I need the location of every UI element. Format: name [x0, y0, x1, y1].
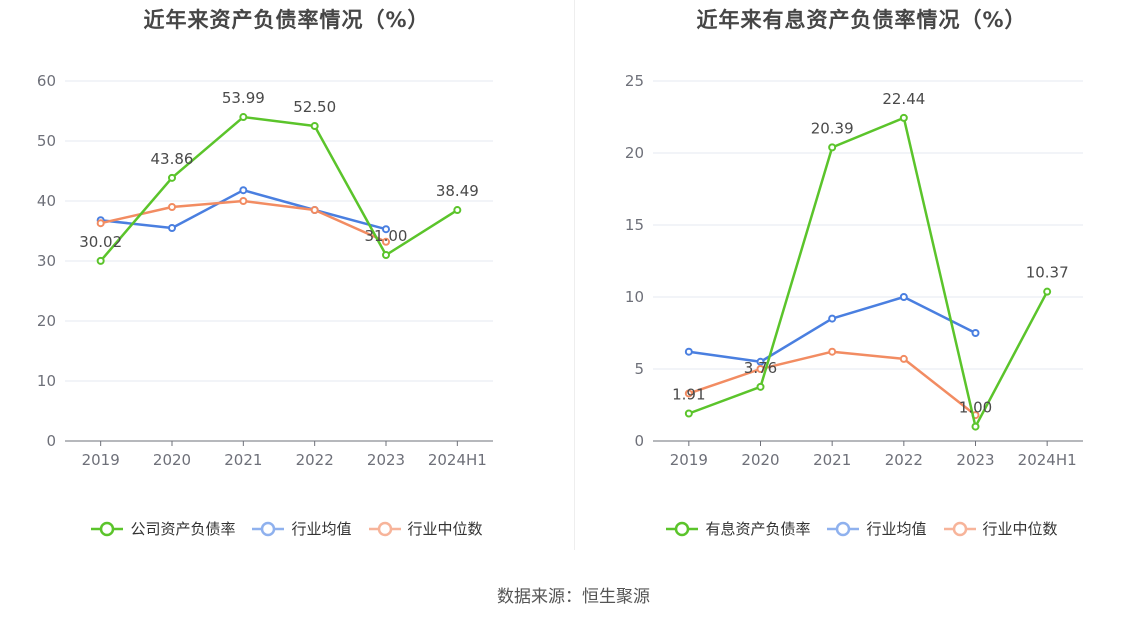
- legend-label: 行业均值: [866, 520, 927, 538]
- legend-item-1[interactable]: 行业均值: [826, 518, 927, 539]
- data-label: 38.49: [436, 182, 479, 200]
- chart-panel-asset-liability: 近年来资产负债率情况（%） 0 10 20 30 40 50 60 2019 2020 2021 2…: [0, 0, 573, 560]
- y-tick-label: 20: [37, 312, 56, 330]
- data-point[interactable]: [828, 314, 837, 323]
- data-label: 52.50: [293, 98, 336, 116]
- data-point[interactable]: [168, 203, 176, 211]
- data-point[interactable]: [756, 382, 765, 391]
- legend-line-circle-icon: [91, 521, 124, 536]
- x-tick-label: 2021: [813, 451, 851, 469]
- panel-divider: [574, 0, 575, 550]
- data-point[interactable]: [239, 197, 248, 205]
- y-tick-label: 20: [625, 144, 644, 162]
- legend-item-2[interactable]: 行业中位数: [943, 518, 1058, 539]
- x-tick-label: 2022: [885, 451, 923, 469]
- data-label: 31.00: [365, 227, 408, 245]
- legend-item-1[interactable]: 行业均值: [251, 518, 352, 539]
- data-point[interactable]: [899, 113, 908, 122]
- data-label: 22.44: [882, 90, 925, 108]
- y-tick-label: 0: [634, 432, 644, 450]
- legend-line-circle-icon: [827, 521, 860, 536]
- y-tick-label: 0: [46, 432, 56, 450]
- legend-label: 行业中位数: [982, 520, 1058, 538]
- legend-item-0[interactable]: 公司资产负债率: [90, 518, 235, 539]
- data-point[interactable]: [382, 251, 390, 259]
- data-point[interactable]: [684, 347, 693, 356]
- data-label: 53.99: [222, 89, 265, 107]
- chart-panel-interest-bearing: 近年来有息资产负债率情况（%） 0 5 10 15 20 25 2019 2020 2021 20…: [575, 0, 1147, 560]
- x-tick-label: 2024H1: [1018, 451, 1077, 469]
- chart-title: 近年来资产负债率情况（%）: [143, 8, 430, 32]
- data-point[interactable]: [899, 293, 908, 301]
- x-tick-label: 2020: [741, 451, 779, 469]
- y-tick-label: 5: [634, 360, 644, 378]
- legend-item-0[interactable]: 有息资产负债率: [665, 518, 810, 539]
- data-point[interactable]: [382, 225, 390, 234]
- chart-title: 近年来有息资产负债率情况（%）: [696, 8, 1027, 32]
- legend-line-circle-icon: [943, 521, 976, 536]
- y-tick-label: 30: [37, 252, 56, 270]
- data-label: 30.02: [79, 233, 122, 251]
- data-point[interactable]: [756, 357, 765, 366]
- data-point[interactable]: [828, 143, 837, 152]
- data-point[interactable]: [453, 206, 462, 215]
- data-label: 10.37: [1026, 264, 1069, 282]
- y-tick-label: 40: [37, 192, 56, 210]
- x-tick-label: 2022: [296, 451, 334, 469]
- legend-label: 公司资产负债率: [130, 520, 236, 538]
- data-point[interactable]: [899, 354, 908, 363]
- data-point[interactable]: [96, 256, 105, 265]
- series-line-2: [100, 199, 387, 243]
- data-label: 43.86: [151, 150, 194, 168]
- chart-plot-interest-bearing: 0 5 10 15 20 25 2019 2020 2021 2022 2023 2024H1 1.91…: [625, 72, 1083, 469]
- chart-legend: 有息资产负债率 行业均值 行业中位数: [575, 518, 1147, 539]
- series-line-0: [99, 115, 458, 262]
- data-point[interactable]: [310, 122, 319, 130]
- series-line-2: [688, 350, 977, 417]
- data-point[interactable]: [971, 422, 980, 431]
- legend-label: 行业中位数: [407, 520, 483, 538]
- legend-line-circle-icon: [368, 521, 401, 536]
- chart-legend: 公司资产负债率 行业均值 行业中位数: [0, 518, 573, 539]
- data-point[interactable]: [382, 237, 390, 246]
- legend-label: 行业均值: [291, 520, 352, 538]
- x-tick-label: 2021: [224, 451, 262, 469]
- data-point[interactable]: [239, 186, 248, 195]
- data-point[interactable]: [684, 409, 693, 418]
- legend-label: 有息资产负债率: [705, 520, 811, 538]
- series-line-0: [688, 116, 1049, 428]
- x-tick-label: 2024H1: [428, 451, 487, 469]
- data-point[interactable]: [971, 329, 980, 337]
- data-point[interactable]: [239, 113, 248, 122]
- y-tick-label: 60: [37, 72, 56, 90]
- data-label: 20.39: [811, 119, 854, 137]
- y-tick-label: 10: [37, 372, 56, 390]
- data-label: 3.76: [744, 359, 777, 377]
- data-point[interactable]: [756, 365, 765, 373]
- data-point[interactable]: [1043, 287, 1052, 296]
- data-point[interactable]: [828, 347, 837, 356]
- data-point[interactable]: [168, 173, 176, 182]
- data-point[interactable]: [168, 224, 176, 232]
- data-point[interactable]: [310, 206, 319, 214]
- data-point[interactable]: [684, 389, 693, 398]
- data-label: 1.00: [959, 399, 992, 417]
- y-tick-label: 50: [37, 132, 56, 150]
- data-point[interactable]: [96, 219, 105, 228]
- y-tick-label: 10: [625, 288, 644, 306]
- x-tick-label: 2019: [670, 451, 708, 469]
- x-tick-label: 2019: [82, 451, 120, 469]
- chart-plot-asset-liability: 0 10 20 30 40 50 60 2019 2020 2021 2022 2023 2024H1 3…: [37, 72, 493, 469]
- y-tick-label: 25: [625, 72, 644, 90]
- data-label: 1.91: [672, 385, 705, 403]
- x-tick-label: 2023: [367, 451, 405, 469]
- legend-line-circle-icon: [666, 521, 699, 536]
- legend-item-2[interactable]: 行业中位数: [368, 518, 483, 539]
- legend-line-circle-icon: [252, 521, 285, 536]
- x-tick-label: 2020: [153, 451, 191, 469]
- data-source-note: 数据来源：恒生聚源: [497, 587, 650, 607]
- y-tick-label: 15: [625, 216, 644, 234]
- x-tick-label: 2023: [956, 451, 994, 469]
